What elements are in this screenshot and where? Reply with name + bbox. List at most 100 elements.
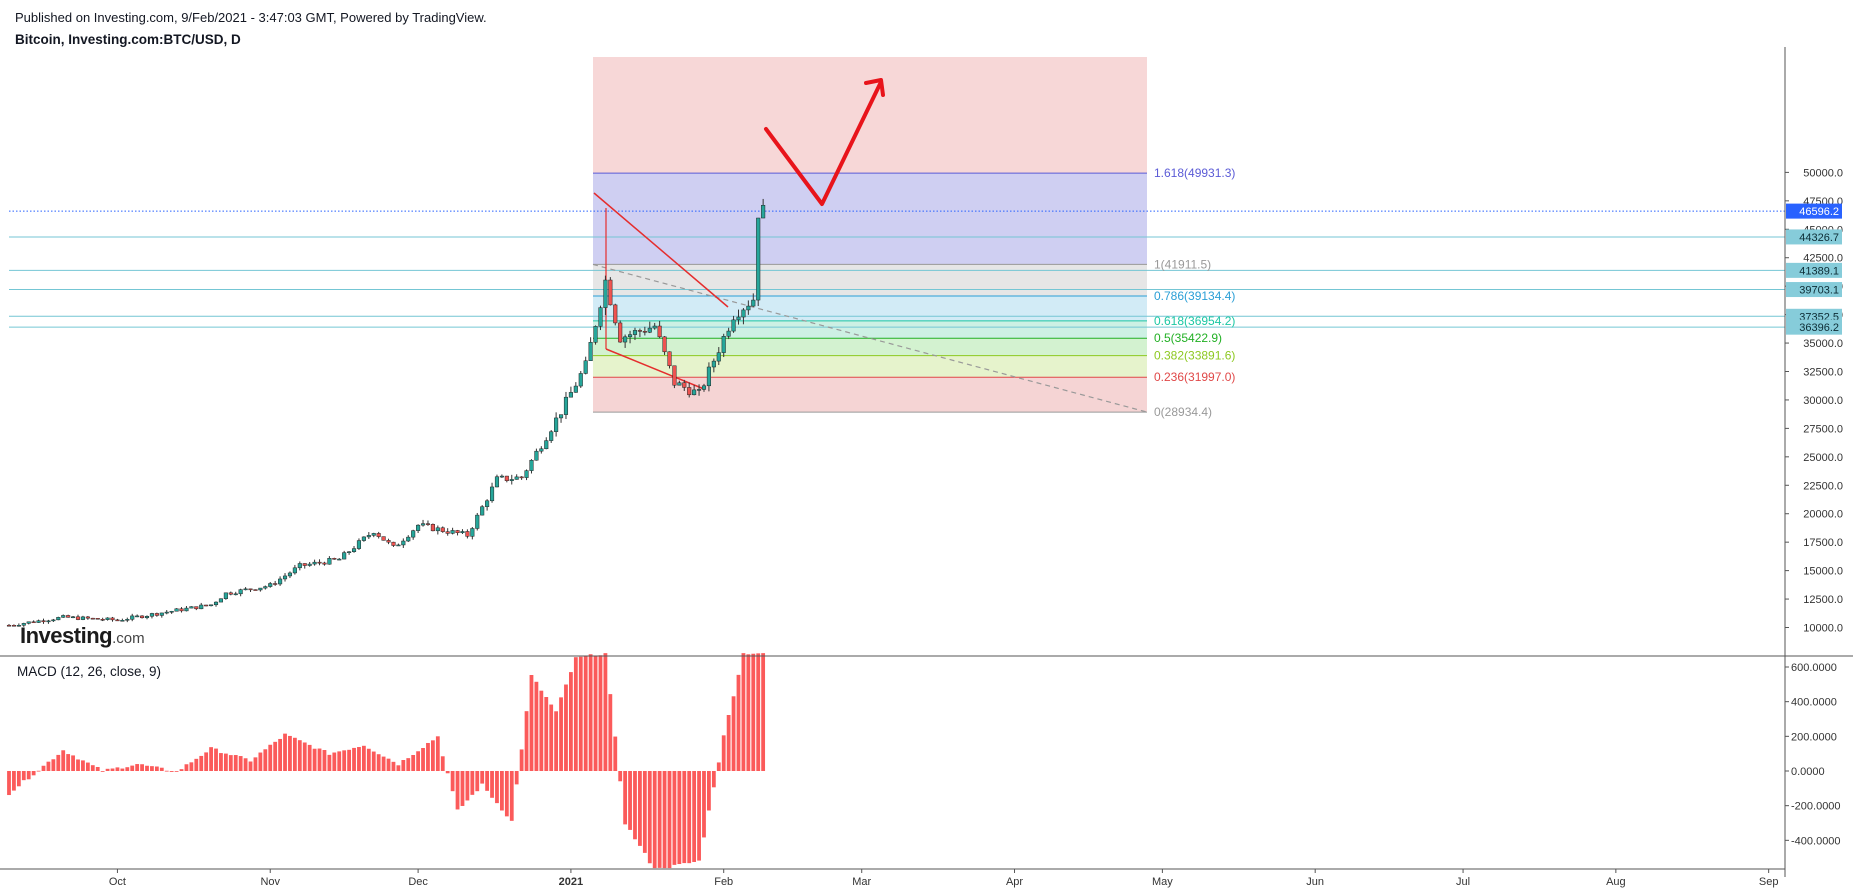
candle-body — [11, 625, 16, 627]
macd-bar — [460, 771, 465, 806]
macd-bar — [687, 771, 692, 864]
macd-bar — [396, 765, 401, 771]
time-tick-label: Feb — [714, 876, 733, 888]
candle-body — [519, 476, 524, 479]
macd-bar — [583, 655, 588, 771]
macd-bar — [327, 754, 332, 771]
macd-bar — [292, 737, 297, 771]
macd-bar — [495, 771, 499, 804]
macd-bar — [159, 767, 164, 771]
macd-bar — [66, 754, 71, 771]
macd-bar — [307, 744, 312, 771]
macd-bar — [95, 766, 100, 771]
time-tick-label: Jul — [1456, 876, 1470, 888]
wedge-lower-line — [605, 348, 705, 390]
candle-body — [711, 360, 716, 368]
macd-bar — [514, 771, 519, 785]
time-tick-label: Mar — [852, 876, 871, 888]
candle-body — [741, 309, 746, 318]
macd-bar — [115, 767, 120, 771]
price-axis-bg — [1785, 47, 1853, 869]
candle-body — [430, 524, 435, 532]
candle-body — [85, 616, 90, 619]
candle-body — [721, 336, 726, 353]
time-tick-label: Nov — [260, 876, 280, 888]
macd-bar — [21, 771, 26, 781]
macd-bar — [342, 750, 347, 771]
candle-body — [189, 606, 194, 609]
candle-body — [135, 615, 140, 618]
level-tag-text: 44326.7 — [1799, 232, 1839, 244]
candle-body — [115, 619, 120, 622]
macd-bar — [455, 771, 460, 810]
fib-label: 1(41911.5) — [1154, 257, 1211, 271]
macd-bar — [465, 771, 470, 801]
macd-bar — [391, 761, 396, 771]
macd-bar — [7, 771, 11, 796]
fib-label: 0.786(39134.4) — [1154, 289, 1235, 303]
candle-body — [105, 617, 110, 620]
macd-bar — [406, 758, 411, 771]
candle-body — [628, 334, 633, 338]
candle-body — [499, 475, 504, 478]
candle-body — [445, 531, 450, 534]
macd-bar — [169, 771, 174, 772]
macd-bar — [529, 675, 534, 771]
candle-body — [258, 587, 263, 591]
arrow-path — [764, 82, 882, 206]
candle-body — [36, 620, 41, 623]
macd-bar — [573, 657, 578, 771]
candle-body — [169, 610, 174, 613]
macd-bar — [711, 771, 716, 788]
macd-bar — [588, 654, 593, 771]
macd-bar — [51, 759, 56, 771]
price-tick-label: 30000.0 — [1803, 395, 1843, 407]
macd-bar — [642, 771, 647, 853]
macd-bar — [12, 771, 16, 791]
macd-bar — [726, 715, 731, 771]
price-tick-label: 32500.0 — [1803, 367, 1843, 379]
candle-body — [406, 536, 411, 542]
candle-body — [125, 619, 130, 621]
macd-bar — [534, 681, 539, 771]
candle-body — [347, 551, 352, 553]
macd-bar — [322, 750, 327, 771]
macd-bar — [209, 747, 213, 771]
candle-body — [761, 205, 766, 219]
macd-bar — [672, 771, 677, 865]
macd-bar — [416, 751, 421, 771]
level-tag — [1786, 282, 1842, 298]
macd-tick-label: -400.0000 — [1791, 835, 1841, 847]
macd-bar — [716, 762, 721, 771]
candle-body — [90, 617, 95, 620]
macd-bar — [480, 771, 485, 784]
macd-bar — [401, 760, 406, 771]
price-tick-label: 12500.0 — [1803, 594, 1843, 606]
candle-body — [539, 448, 544, 452]
macd-bar — [618, 771, 623, 782]
macd-bar — [56, 754, 61, 771]
candle-body — [21, 623, 26, 626]
macd-histogram — [7, 653, 766, 869]
candle-body — [751, 299, 756, 307]
candle-body — [558, 414, 564, 419]
macd-bar — [258, 752, 263, 771]
macd-bar — [36, 770, 41, 772]
macd-bar — [761, 653, 766, 771]
macd-bar — [569, 672, 573, 771]
price-tick-label: 10000.0 — [1803, 623, 1843, 635]
candle-body — [489, 486, 495, 502]
macd-bar — [411, 755, 416, 771]
macd-bar — [76, 759, 80, 771]
macd-bar — [386, 758, 391, 771]
time-tick-label: Jun — [1306, 876, 1324, 888]
macd-bar — [376, 754, 381, 771]
macd-bar — [485, 771, 490, 791]
candle-body — [26, 621, 31, 624]
macd-bar — [81, 760, 85, 771]
macd-bar — [130, 765, 135, 771]
macd-bar — [702, 771, 706, 838]
time-tick-label: Oct — [109, 876, 126, 888]
candle-body — [746, 305, 751, 311]
